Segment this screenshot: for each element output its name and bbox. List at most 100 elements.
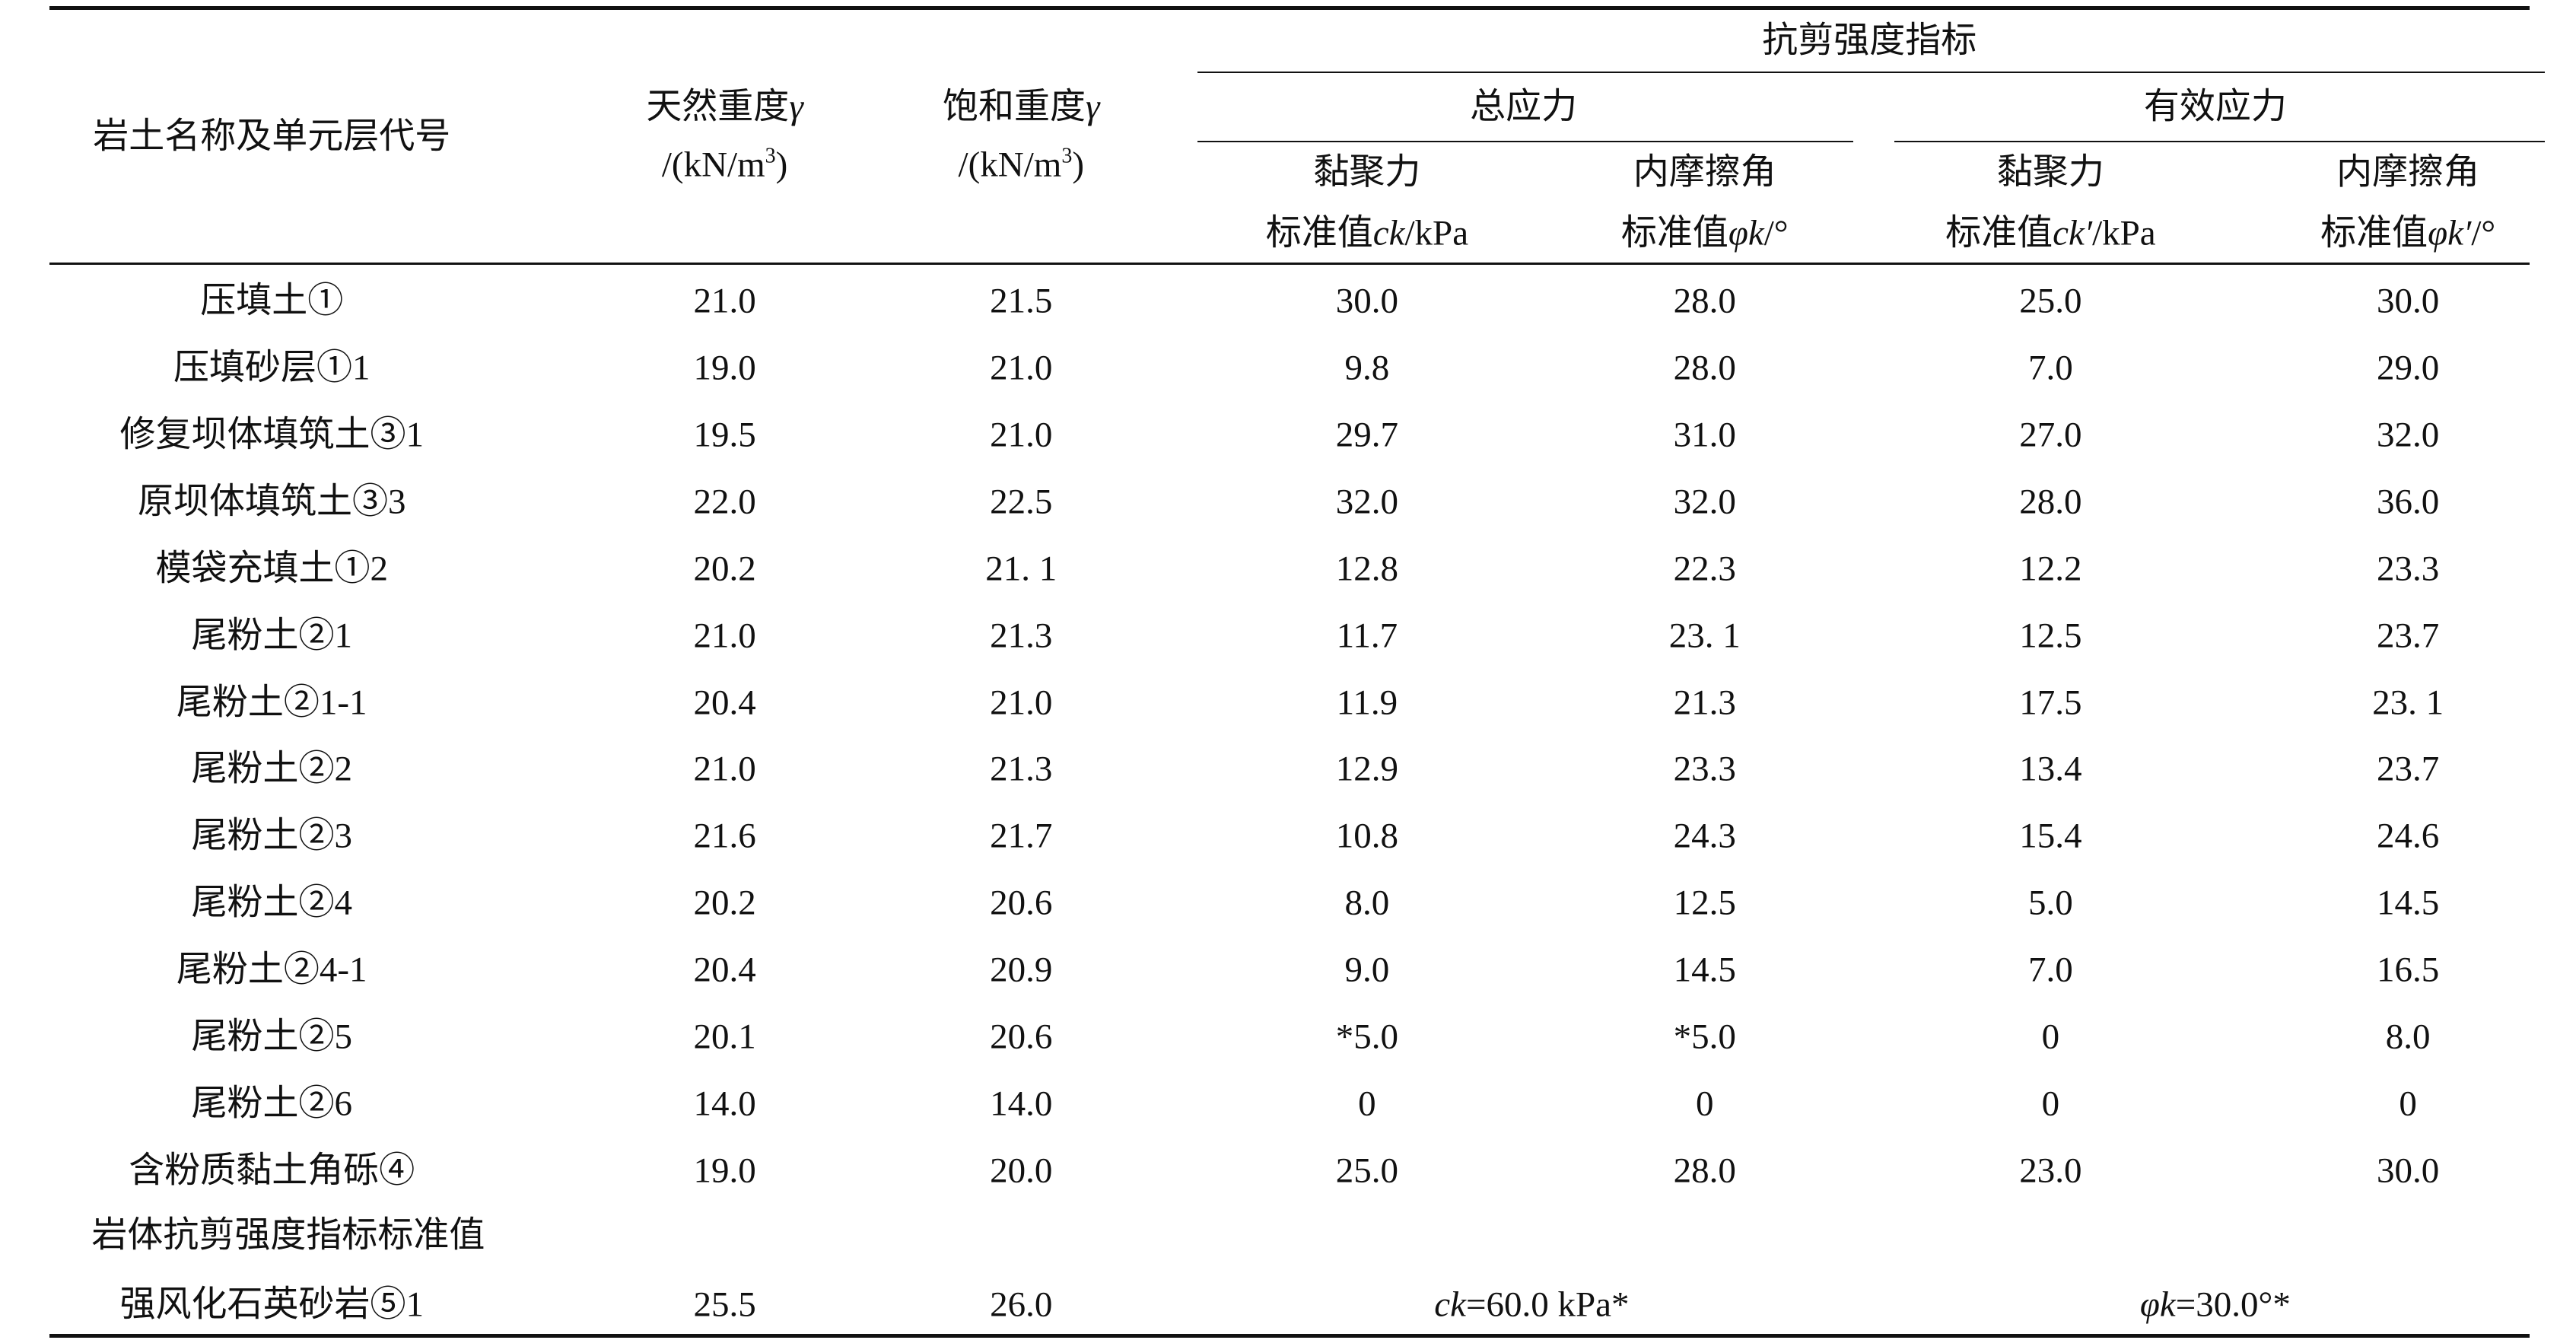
text-segment: 标准值 [1620, 213, 1728, 253]
cell: 21.0 [990, 415, 1053, 455]
group-rule [1197, 72, 2545, 73]
column-header: 黏聚力 [1313, 154, 1420, 191]
cell: 20.6 [990, 883, 1053, 923]
text-segment: 标准值 [1945, 213, 2053, 253]
column-header: 标准值ck′/kPa [1945, 213, 2156, 253]
cell: 0 [1358, 1084, 1376, 1124]
cell: 28.0 [1673, 281, 1736, 321]
cell: 22.5 [990, 482, 1053, 522]
cell: 21.3 [1673, 683, 1736, 723]
column-header: 标准值ck/kPa [1265, 213, 1469, 253]
cell: 28.0 [2019, 482, 2082, 522]
cell: *5.0 [1673, 1017, 1736, 1057]
text-segment: ck [1372, 213, 1405, 253]
column-header: /(kN/m3) [959, 144, 1084, 185]
cell: 21.7 [990, 816, 1053, 856]
cell: 36.0 [2377, 482, 2440, 522]
text-segment: ) [775, 145, 788, 185]
row-name: 模袋充填土①2 [155, 549, 388, 589]
row-name: 尾粉土②6 [191, 1084, 352, 1124]
text-segment: ) [1072, 145, 1084, 185]
cell: 12.5 [2019, 616, 2082, 656]
text-segment: 标准值 [1265, 213, 1373, 253]
text-segment: 3 [1061, 144, 1073, 168]
cell: 11.7 [1336, 616, 1398, 656]
cell: 21.0 [990, 348, 1053, 388]
cell: 12.5 [1673, 883, 1736, 923]
column-header: 天然重度γ [646, 89, 803, 125]
cell: 21. 1 [985, 549, 1057, 589]
text-segment: 饱和重度 [943, 87, 1086, 127]
cell: 23. 1 [2372, 683, 2444, 723]
cell: 32.0 [1335, 482, 1399, 522]
cell: 28.0 [1673, 1151, 1736, 1191]
cell: 25.0 [1335, 1151, 1399, 1191]
cell: 20.4 [693, 683, 756, 723]
column-header: 内摩擦角 [2336, 152, 2480, 193]
row-name: 含粉质黏土角砾④ [129, 1151, 415, 1191]
cell: 0 [2041, 1017, 2060, 1057]
text-segment: φk [2139, 1284, 2176, 1325]
merged-cell: φk=30.0°* [2140, 1287, 2291, 1322]
cell: 0 [1695, 1084, 1714, 1124]
header-rule [49, 263, 2530, 265]
cell: 23.0 [2019, 1151, 2082, 1191]
cell: 21.5 [990, 281, 1053, 321]
text-segment: 标准值 [2320, 213, 2428, 253]
column-header: /(kN/m3) [662, 144, 788, 185]
cell: 7.0 [2028, 950, 2073, 990]
cell: 23.3 [1673, 749, 1736, 789]
effective-header: 有效应力 [2143, 87, 2287, 127]
cell: 20.0 [990, 1151, 1053, 1191]
cell: 7.0 [2028, 348, 2073, 388]
cell: 22.0 [693, 482, 756, 522]
cell: 20.1 [693, 1017, 756, 1057]
bottom-rule [49, 1334, 2530, 1338]
effective-rule [1894, 141, 2545, 142]
text-segment: 内摩擦角 [2336, 152, 2480, 193]
row-name: 压填土① [200, 281, 344, 321]
text-segment: φk′ [2428, 213, 2472, 253]
cell: 23.7 [2377, 749, 2440, 789]
text-segment: 岩土名称及单元层代号 [93, 116, 451, 157]
cell: 29.7 [1335, 415, 1399, 455]
text-segment: γ [789, 87, 803, 127]
cell: 14.5 [1673, 950, 1736, 990]
cell: 22.3 [1673, 549, 1736, 589]
total-rule [1197, 141, 1853, 142]
row-name: 修复坝体填筑土③1 [119, 415, 424, 455]
row-name: 压填砂层①1 [173, 348, 370, 388]
cell: 12.2 [2019, 549, 2082, 589]
cell: 24.6 [2377, 816, 2440, 856]
row-name: 尾粉土②4 [191, 883, 352, 923]
cell: 5.0 [2028, 883, 2073, 923]
cell: 20.2 [693, 549, 756, 589]
cell: 11.9 [1336, 683, 1398, 723]
text-segment: 天然重度 [646, 87, 790, 127]
text-segment: 3 [765, 144, 776, 168]
cell: 20.6 [990, 1017, 1053, 1057]
cell: 17.5 [2019, 683, 2082, 723]
cell: 29.0 [2377, 348, 2440, 388]
cell: *5.0 [1335, 1017, 1399, 1057]
group-header: 抗剪强度指标 [1762, 21, 1977, 61]
text-segment: /kPa [1404, 213, 1469, 253]
cell: 14.0 [990, 1084, 1053, 1124]
cell: 30.0 [2377, 281, 2440, 321]
row-name: 尾粉土②1-1 [176, 683, 367, 723]
cell: 24.3 [1673, 816, 1736, 856]
cell: 25.5 [693, 1284, 756, 1325]
cell: 8.0 [1344, 883, 1390, 923]
cell: 21.0 [693, 281, 756, 321]
cell: 20.4 [693, 950, 756, 990]
total-header: 总应力 [1470, 87, 1578, 127]
cell: 21.3 [990, 749, 1053, 789]
cell: 19.5 [693, 415, 756, 455]
text-segment: 内摩擦角 [1633, 152, 1776, 193]
cell: 23. 1 [1668, 616, 1741, 656]
row-name: 尾粉土②2 [191, 749, 352, 789]
cell: 15.4 [2019, 816, 2082, 856]
text-segment: φk [1728, 213, 1764, 253]
column-header: 黏聚力 [1997, 154, 2104, 191]
cell: 23.7 [2377, 616, 2440, 656]
